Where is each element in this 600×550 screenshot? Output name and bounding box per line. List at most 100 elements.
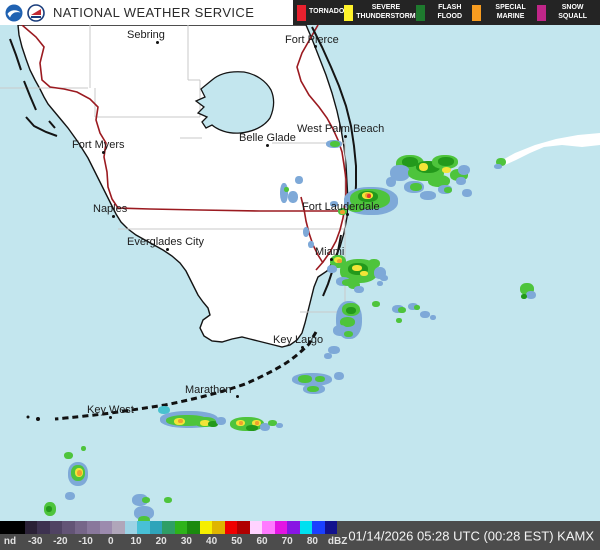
radar-echo <box>260 423 270 431</box>
radar-echo <box>303 227 309 237</box>
radar-echo <box>77 470 82 476</box>
legend-item: FLASH FLOOD <box>415 4 472 21</box>
radar-echo <box>216 417 226 425</box>
radar-echo <box>208 421 218 427</box>
radar-echo <box>178 419 183 423</box>
city-dot <box>266 144 269 147</box>
radar-echo <box>337 259 342 263</box>
city-label: Naples <box>93 203 128 215</box>
city-label: Belle Glade <box>239 132 296 144</box>
radar-echo <box>166 415 208 426</box>
legend-label: FLASH FLOOD <box>437 4 463 20</box>
scale-tick-label: 80 <box>306 536 318 547</box>
radar-echo <box>462 189 472 197</box>
city-label: Fort Lauderdale <box>302 201 380 213</box>
radar-echo <box>307 386 319 392</box>
radar-echo <box>308 241 314 248</box>
scale-segment <box>162 521 175 534</box>
scale-segment <box>237 521 250 534</box>
city-label: Marathon <box>185 384 232 396</box>
radar-echo <box>334 372 344 380</box>
radar-echo <box>298 375 312 383</box>
scale-segment <box>287 521 300 534</box>
radar-echo <box>377 281 383 286</box>
top-banner: NATIONAL WEATHER SERVICE TORNADO SEVERE T… <box>0 0 600 25</box>
agency-title: NATIONAL WEATHER SERVICE <box>53 5 255 20</box>
radar-echo <box>354 286 364 293</box>
scale-segment <box>224 521 238 534</box>
legend-item: SPECIAL MARINE <box>471 4 537 21</box>
scale-segment <box>0 521 13 534</box>
radar-echo <box>348 281 360 289</box>
radar-echo <box>164 497 172 503</box>
legend-item: SNOW SQUALL <box>537 4 596 21</box>
noaa-logo-icon <box>5 4 23 21</box>
city-dot <box>346 213 349 216</box>
radar-echo <box>142 497 150 503</box>
radar-echo <box>200 420 210 426</box>
scale-tick-label: dBZ <box>327 536 348 547</box>
legend-label: SEVERE THUNDERSTORM <box>356 4 416 20</box>
radar-echo <box>456 177 466 185</box>
scale-tick-label: nd <box>3 536 17 547</box>
radar-echo <box>340 317 355 327</box>
radar-echo-layer <box>0 25 600 521</box>
radar-echo <box>372 301 380 307</box>
radar-echo <box>420 311 430 318</box>
highways <box>21 25 347 271</box>
city-dot <box>112 215 115 218</box>
scale-segment <box>262 521 275 534</box>
legend-swatch <box>537 4 547 21</box>
radar-echo <box>398 307 406 313</box>
city-label: Fort Myers <box>72 139 125 151</box>
radar-echo <box>344 331 353 337</box>
legend-label: TORNADO <box>309 8 345 16</box>
radar-echo <box>414 305 420 310</box>
city-dot <box>166 248 169 251</box>
radar-echo <box>333 325 347 336</box>
scale-segment <box>112 521 125 534</box>
city-dot <box>156 41 159 44</box>
lake-okeechobee <box>194 71 275 134</box>
scale-segment <box>124 521 138 534</box>
city-dot <box>314 45 317 48</box>
radar-echo <box>284 187 289 192</box>
radar-echo <box>65 492 75 500</box>
radar-echo <box>368 259 380 268</box>
scale-tick-label: -10 <box>78 536 93 547</box>
city-dot <box>236 395 239 398</box>
key-islet <box>36 417 40 421</box>
scale-segment <box>74 521 88 534</box>
city-label: Sebring <box>127 29 165 41</box>
radar-echo <box>346 307 356 314</box>
status-bar: nd -30 -20 -10 0 10 20 30 40 50 60 70 80 dBZ 01/14/20… <box>0 521 600 550</box>
scale-segment <box>199 521 213 534</box>
radar-echo <box>396 318 402 323</box>
radar-echo <box>367 194 371 198</box>
radar-echo <box>496 158 506 166</box>
radar-echo <box>380 275 388 281</box>
radar-echo <box>430 315 436 320</box>
legend-swatch <box>471 4 481 21</box>
radar-echo <box>458 165 470 175</box>
legend-swatch <box>297 4 306 21</box>
scale-tick-label: 40 <box>206 536 218 547</box>
radar-echo <box>246 425 258 431</box>
radar-echo <box>158 406 170 414</box>
radar-echo <box>239 421 243 425</box>
city-dot <box>109 416 112 419</box>
city-dot <box>330 258 333 261</box>
legend-item: SEVERE THUNDERSTORM <box>344 4 416 21</box>
legend-swatch <box>415 4 425 21</box>
county-lines <box>0 25 346 313</box>
bahama-bank <box>497 133 600 165</box>
city-label: Key Largo <box>273 334 324 346</box>
radar-echo <box>64 452 73 459</box>
scale-segment <box>87 521 100 534</box>
scale-tick-label: -30 <box>27 536 43 547</box>
scale-tick-label: 50 <box>231 536 243 547</box>
legend-swatch <box>344 4 354 21</box>
scale-tick-label: 60 <box>256 536 268 547</box>
scale-tick-label: 0 <box>108 536 114 547</box>
city-label: West Palm Beach <box>297 123 385 135</box>
